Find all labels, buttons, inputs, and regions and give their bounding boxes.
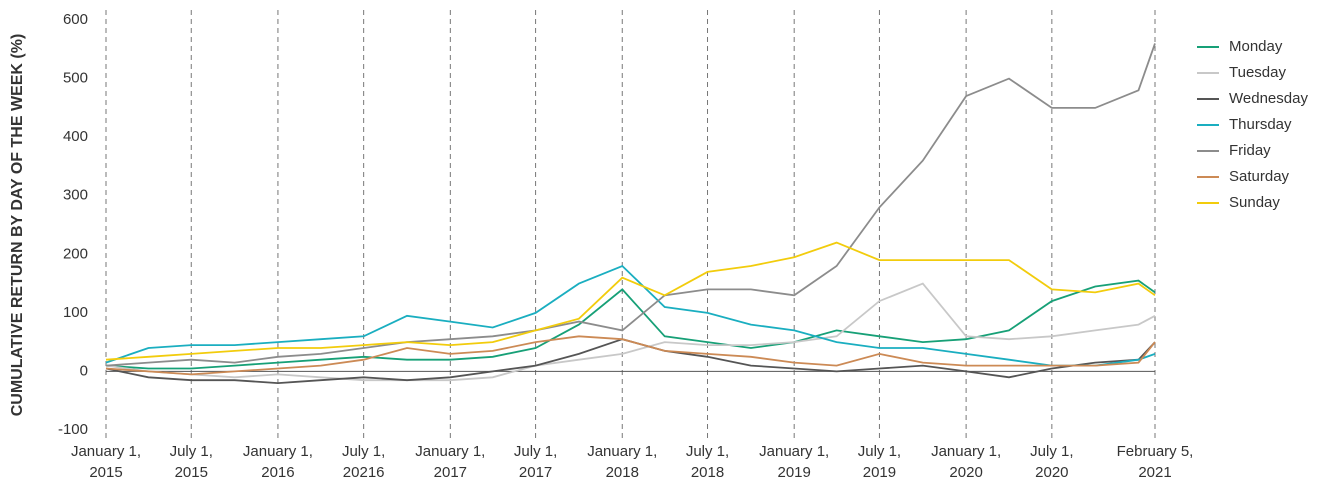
x-tick-label: February 5, 2021 <box>1117 443 1194 481</box>
x-tick-label: July 1, 2020 <box>1030 443 1073 481</box>
x-tick-label-line: July 1, <box>858 443 901 460</box>
x-tick-label-line: 20216 <box>343 464 385 481</box>
x-tick-label: July 1, 2015 <box>170 443 213 481</box>
x-tick-label: January 1, 2015 <box>71 443 141 481</box>
y-tick-label: 200 <box>63 245 88 262</box>
legend-label: Wednesday <box>1229 90 1308 107</box>
x-tick-label-line: 2015 <box>89 464 122 481</box>
x-tick-label-line: January 1, <box>931 443 1001 460</box>
y-tick-label: -100 <box>58 421 88 438</box>
x-tick-label-line: 2017 <box>519 464 552 481</box>
x-tick-label: January 1, 2019 <box>759 443 829 481</box>
series-line <box>105 43 1156 367</box>
legend-label: Tuesday <box>1229 64 1286 81</box>
x-tick-label: July 1, 2019 <box>858 443 901 481</box>
legend-label: Monday <box>1229 38 1283 55</box>
x-tick-label-line: January 1, <box>243 443 313 460</box>
x-tick-label-line: 2016 <box>261 464 294 481</box>
x-tick-label: July 1, 2017 <box>514 443 557 481</box>
x-tick-label-line: January 1, <box>587 443 657 460</box>
x-tick-label-line: 2015 <box>175 464 208 481</box>
x-tick-label-line: July 1, <box>514 443 557 460</box>
x-tick-label-line: July 1, <box>342 443 385 460</box>
x-tick-label-line: January 1, <box>71 443 141 460</box>
x-tick-label-line: January 1, <box>415 443 485 460</box>
x-tick-label-line: July 1, <box>1030 443 1073 460</box>
y-axis-title: CUMULATIVE RETURN BY DAY OF THE WEEK (%) <box>9 34 26 417</box>
x-tick-label-line: July 1, <box>170 443 213 460</box>
legend-label: Sunday <box>1229 194 1280 211</box>
x-tick-label-line: July 1, <box>686 443 729 460</box>
y-tick-label: 300 <box>63 187 88 204</box>
x-tick-label-line: 2019 <box>777 464 810 481</box>
series-line <box>105 241 1156 361</box>
y-tick-label: 500 <box>63 70 88 87</box>
x-tick-label-line: 2018 <box>606 464 639 481</box>
x-tick-label: January 1, 2017 <box>415 443 485 481</box>
x-tick-label-line: 2021 <box>1138 464 1171 481</box>
x-tick-label-line: 2018 <box>691 464 724 481</box>
y-tick-label: 400 <box>63 128 88 145</box>
y-tick-label: 600 <box>63 11 88 28</box>
series-line <box>105 335 1156 376</box>
x-tick-label: January 1, 2020 <box>931 443 1001 481</box>
series-line <box>105 338 1156 385</box>
x-tick-label: July 1, 20216 <box>342 443 385 481</box>
x-tick-label-line: February 5, <box>1117 443 1194 460</box>
x-tick-label: January 1, 2016 <box>243 443 313 481</box>
x-tick-label-line: 2020 <box>949 464 982 481</box>
x-tick-label-line: 2019 <box>863 464 896 481</box>
legend-label: Saturday <box>1229 168 1290 185</box>
x-tick-label-line: January 1, <box>759 443 829 460</box>
legend-label: Thursday <box>1229 116 1292 133</box>
y-tick-label: 0 <box>80 362 88 379</box>
y-tick-label: 100 <box>63 304 88 321</box>
x-tick-label-line: 2020 <box>1035 464 1068 481</box>
legend-label: Friday <box>1229 142 1271 159</box>
x-tick-label: July 1, 2018 <box>686 443 729 481</box>
x-tick-label-line: 2017 <box>434 464 467 481</box>
x-tick-label: January 1, 2018 <box>587 443 657 481</box>
series-line <box>105 282 1156 382</box>
